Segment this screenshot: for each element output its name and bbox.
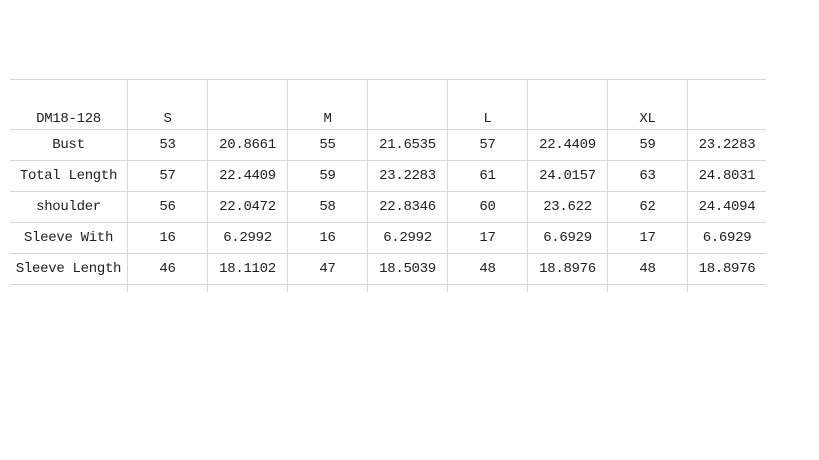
table-cell: 6.2992 xyxy=(367,222,447,253)
table-cell: 23.2283 xyxy=(367,160,447,191)
table-cell: 20.8661 xyxy=(207,129,287,160)
size-header-cell: M xyxy=(287,79,367,129)
row-label: Total Length xyxy=(10,160,127,191)
table-cell: 47 xyxy=(287,253,367,284)
table-cell: 58 xyxy=(287,191,367,222)
grid-line xyxy=(607,284,687,292)
size-header-cell: S xyxy=(127,79,207,129)
size-header-cell xyxy=(207,79,287,129)
table-cell: 63 xyxy=(607,160,687,191)
table-cell: 59 xyxy=(607,129,687,160)
table-cell: 46 xyxy=(127,253,207,284)
table-cell: 22.8346 xyxy=(367,191,447,222)
table-cell: 24.8031 xyxy=(687,160,766,191)
size-header-cell xyxy=(367,79,447,129)
row-label: shoulder xyxy=(10,191,127,222)
grid-line xyxy=(287,284,367,292)
table-cell: 59 xyxy=(287,160,367,191)
table-cell: 57 xyxy=(127,160,207,191)
table-cell: 18.5039 xyxy=(367,253,447,284)
table-cell: 16 xyxy=(287,222,367,253)
table-cell: 23.622 xyxy=(527,191,607,222)
grid-line xyxy=(367,284,447,292)
table-cell: 57 xyxy=(447,129,527,160)
table-cell: 22.4409 xyxy=(527,129,607,160)
table-cell: 62 xyxy=(607,191,687,222)
table-cell: 17 xyxy=(447,222,527,253)
table-cell: 18.8976 xyxy=(527,253,607,284)
table-cell: 21.6535 xyxy=(367,129,447,160)
grid-line xyxy=(10,284,127,292)
row-label: Sleeve With xyxy=(10,222,127,253)
grid-line xyxy=(447,284,527,292)
size-header-cell xyxy=(687,79,766,129)
row-label: Sleeve Length xyxy=(10,253,127,284)
grid-line xyxy=(687,284,766,292)
table-cell: 53 xyxy=(127,129,207,160)
table-cell: 18.1102 xyxy=(207,253,287,284)
model-label: DM18-128 xyxy=(10,79,127,129)
size-chart-table: DM18-128 S M L XL Bust 53 20.8661 55 21.6535 57 22.… xyxy=(10,79,766,292)
row-label: Bust xyxy=(10,129,127,160)
table-cell: 16 xyxy=(127,222,207,253)
table-cell: 56 xyxy=(127,191,207,222)
table-cell: 6.6929 xyxy=(527,222,607,253)
grid-line xyxy=(527,284,607,292)
table-cell: 48 xyxy=(447,253,527,284)
size-header-cell xyxy=(527,79,607,129)
table-cell: 60 xyxy=(447,191,527,222)
table-cell: 23.2283 xyxy=(687,129,766,160)
size-header-cell: L xyxy=(447,79,527,129)
size-header-cell: XL xyxy=(607,79,687,129)
table-cell: 61 xyxy=(447,160,527,191)
table-cell: 22.4409 xyxy=(207,160,287,191)
grid-line xyxy=(127,284,207,292)
table-cell: 18.8976 xyxy=(687,253,766,284)
table-cell: 22.0472 xyxy=(207,191,287,222)
table-cell: 6.6929 xyxy=(687,222,766,253)
table-cell: 17 xyxy=(607,222,687,253)
table-cell: 24.4094 xyxy=(687,191,766,222)
table-cell: 55 xyxy=(287,129,367,160)
grid-line xyxy=(207,284,287,292)
table-cell: 6.2992 xyxy=(207,222,287,253)
table-cell: 24.0157 xyxy=(527,160,607,191)
table-cell: 48 xyxy=(607,253,687,284)
